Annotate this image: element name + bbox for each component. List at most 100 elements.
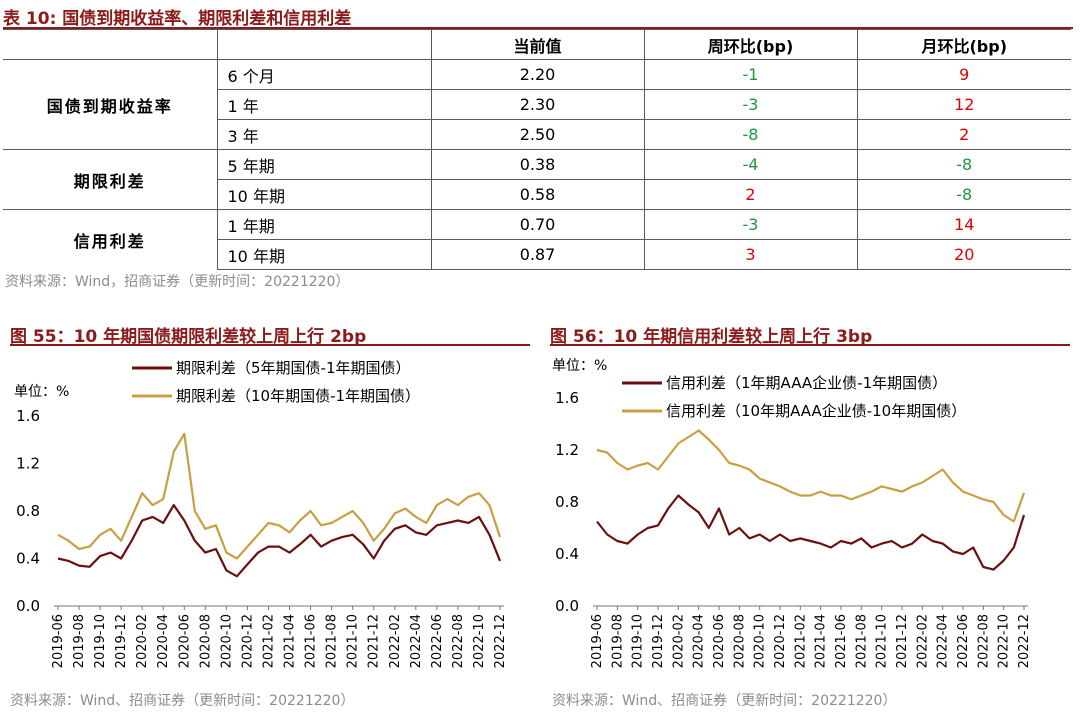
chart55-xtick-label: 2022-10 [472, 614, 487, 668]
wow-change: -1 [643, 59, 857, 90]
chart55-xtick-label: 2020-12 [240, 614, 255, 668]
table-row: 信用利差 1 年期 0.70 -3 14 [3, 209, 1071, 270]
chart56-ytick-label: 0.4 [555, 545, 579, 563]
chart55-series-2-line [57, 432, 502, 560]
chart56-xtick-label: 2022-02 [915, 614, 930, 668]
wow-change: 3 [643, 239, 857, 270]
chart56-xtick-label: 2021-10 [875, 614, 890, 668]
table-row: 1 年 2.30 -3 12 [3, 89, 1071, 120]
chart56-xtick-label: 2021-08 [854, 614, 869, 668]
chart55: 单位：% 0.0 0.4 0.8 1.2 1.6 2019-06 2019-08 2019-10… [14, 359, 508, 668]
chart56: 单位：% 0.0 0.4 0.8 1.2 1.6 2019-06 2019-08 2019-10… [552, 358, 1032, 668]
table-title-rule [3, 27, 1073, 29]
chart55-xtick-label: 2021-12 [367, 614, 382, 668]
chart55-ytick-label: 0.8 [16, 502, 40, 520]
chart56-xtick-label: 2020-12 [773, 614, 788, 668]
row-label: 3 年 [216, 119, 431, 150]
chart55-xtick-label: 2019-06 [51, 614, 66, 668]
mom-change: 2 [856, 119, 1071, 150]
header-cell-term [216, 29, 431, 60]
chart56-xtick-label: 2022-08 [976, 614, 991, 668]
wow-change: -8 [643, 119, 857, 150]
chart55-unit-label: 单位：% [14, 384, 69, 400]
wow-change: 2 [643, 179, 857, 210]
chart55-xtick-label: 2020-10 [219, 614, 234, 668]
current-value: 2.30 [430, 89, 644, 120]
table-row: 期限利差 5 年期 0.38 -4 -8 [3, 149, 1071, 210]
group-label-credit-spread: 信用利差 [3, 209, 217, 270]
chart56-xtick-label: 2022-12 [1017, 614, 1032, 668]
row-label: 1 年 [216, 89, 431, 120]
chart55-xtick-label: 2020-02 [135, 614, 150, 668]
chart56-legend-label-1: 信用利差（1年期AAA企业债-1年期国债） [666, 374, 947, 392]
wow-change: -4 [643, 149, 857, 180]
row-label: 5 年期 [216, 149, 431, 180]
chart55-ytick-label: 1.6 [16, 407, 40, 425]
wow-change: -3 [643, 209, 857, 240]
chart55-ytick-label: 1.2 [16, 455, 40, 473]
yield-spread-table: 当前值 周环比(bp) 月环比(bp) 国债到期收益率 6 个月 2.20 -1… [3, 29, 1071, 270]
wow-change: -3 [643, 89, 857, 120]
chart55-xtick-label: 2020-06 [177, 614, 192, 668]
current-value: 0.38 [430, 149, 644, 180]
row-label: 10 年期 [216, 179, 431, 210]
chart56-source: 资料来源：Wind、招商证券（更新时间：20221220） [552, 693, 897, 709]
chart55-legend-label-2: 期限利差（10年期国债-1年期国债） [176, 387, 420, 405]
header-cell-current: 当前值 [430, 29, 644, 60]
chart56-xtick-label: 2021-12 [895, 614, 910, 668]
table-row: 国债到期收益率 6 个月 2.20 -1 9 [3, 59, 1071, 150]
chart56-xtick-label: 2020-06 [712, 614, 727, 668]
chart55-xtick-label: 2021-06 [304, 614, 319, 668]
chart56-xtick-label: 2020-10 [753, 614, 768, 668]
table-source: 资料来源：Wind，招商证券（更新时间：20221220） [5, 274, 350, 290]
chart56-xtick-label: 2021-02 [793, 614, 808, 668]
chart56-xtick-label: 2019-12 [651, 614, 666, 668]
chart56-series-1-line [596, 494, 1026, 571]
header-cell-mom: 月环比(bp) [856, 29, 1071, 60]
chart55-xtick-label: 2022-02 [388, 614, 403, 668]
current-value: 0.70 [430, 209, 644, 240]
chart56-series-2-line [596, 429, 1026, 523]
table-title: 表 10: 国债到期收益率、期限利差和信用利差 [3, 9, 352, 29]
chart55-xtick-label: 2022-06 [430, 614, 445, 668]
chart55-xtick-label: 2021-10 [346, 614, 361, 668]
row-label: 6 个月 [216, 59, 431, 90]
current-value: 2.50 [430, 119, 644, 150]
chart56-ytick-label: 0.0 [555, 597, 579, 615]
chart55-ytick-label: 0.4 [16, 550, 40, 568]
chart56-xtick-label: 2022-06 [956, 614, 971, 668]
chart56-xtick-label: 2020-08 [732, 614, 747, 668]
chart56-title-rule [550, 344, 1070, 346]
chart56-xtick-label: 2019-06 [590, 614, 605, 668]
table-row: 10 年期 0.87 3 20 [3, 239, 1071, 270]
chart55-series-1-line [57, 504, 502, 578]
current-value: 2.20 [430, 59, 644, 90]
chart56-xtick-label: 2020-04 [692, 614, 707, 668]
chart55-xtick-label: 2022-04 [409, 614, 424, 668]
chart55-xtick-label: 2021-04 [283, 614, 298, 668]
chart56-ytick-label: 1.2 [555, 441, 579, 459]
header-cell-wow: 周环比(bp) [643, 29, 857, 60]
chart56-xtick-label: 2021-06 [834, 614, 849, 668]
chart56-xtick-label: 2021-04 [814, 614, 829, 668]
chart55-title-rule [10, 344, 530, 346]
header-cell-group [3, 29, 217, 60]
table-header-row: 当前值 周环比(bp) 月环比(bp) [3, 29, 1071, 60]
mom-change: -8 [856, 179, 1071, 210]
chart56-xtick-label: 2022-04 [936, 614, 951, 668]
current-value: 0.87 [430, 239, 644, 270]
chart56-legend-label-2: 信用利差（10年期AAA企业债-10年期国债） [666, 402, 966, 420]
chart55-xtick-label: 2020-04 [156, 614, 171, 668]
mom-change: 12 [856, 89, 1071, 120]
mom-change: -8 [856, 149, 1071, 180]
chart55-source: 资料来源：Wind、招商证券（更新时间：20221220） [10, 693, 355, 709]
mom-change: 9 [856, 59, 1071, 90]
chart55-legend-label-1: 期限利差（5年期国债-1年期国债） [176, 359, 411, 377]
group-label-treasury-yield: 国债到期收益率 [3, 59, 217, 150]
chart55-xtick-label: 2021-08 [325, 614, 340, 668]
row-label: 10 年期 [216, 239, 431, 270]
chart55-xtick-label: 2020-08 [198, 614, 213, 668]
chart56-ytick-label: 0.8 [555, 493, 579, 511]
table-row: 10 年期 0.58 2 -8 [3, 179, 1071, 210]
mom-change: 20 [856, 239, 1071, 270]
